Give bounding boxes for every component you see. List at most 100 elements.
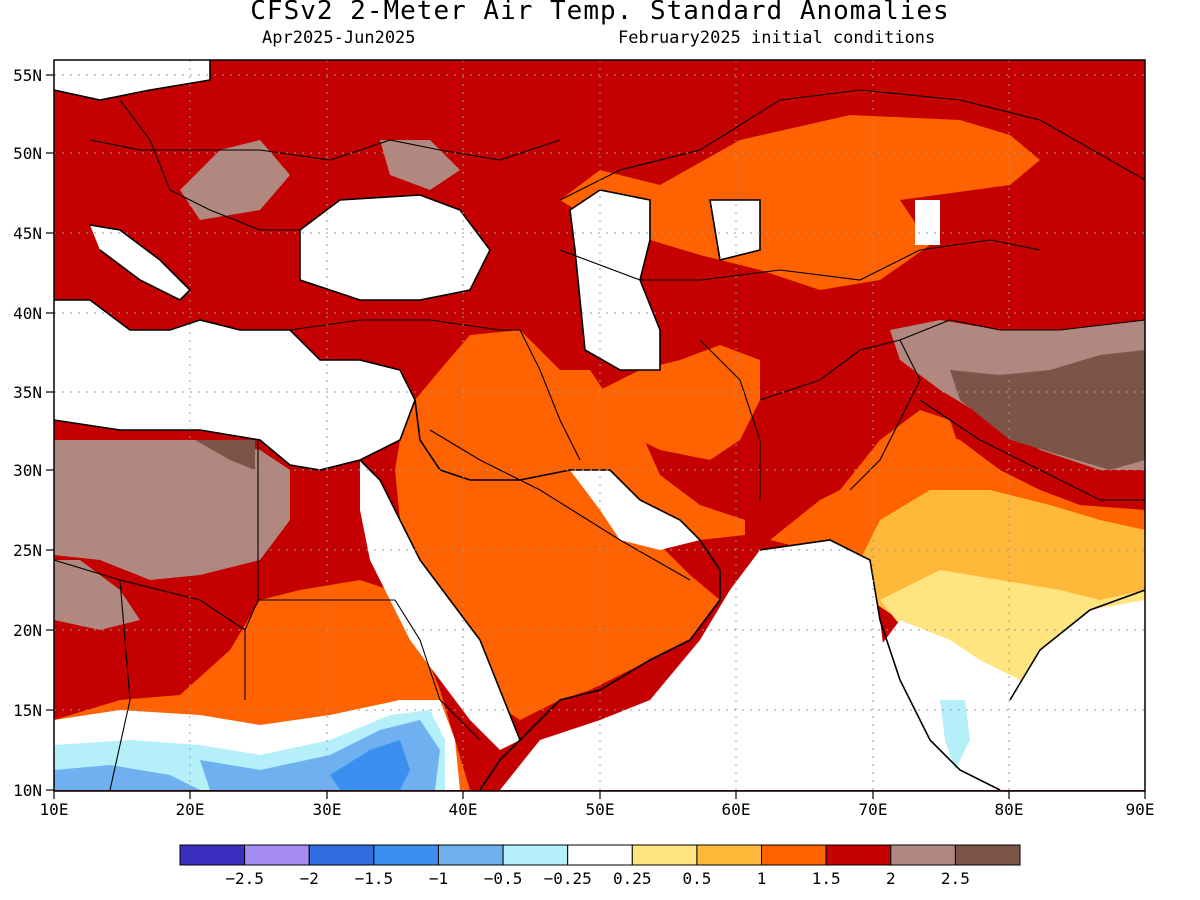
initial-conditions: February2025 initial conditions: [618, 28, 936, 48]
border-ethiopia: [394, 599, 481, 741]
y-tick-40N: 40N: [13, 304, 42, 323]
water-persian-gulf: [570, 470, 700, 550]
water-mediterranean: [54, 300, 415, 470]
map-title: CFSv2 2-Meter Air Temp. Standard Anomali…: [250, 0, 950, 26]
border-kazakh-south: [559, 239, 1041, 281]
color-bar-swatch: [631, 844, 698, 866]
color-bar-swatch: [954, 844, 1021, 866]
field-south-india-white: [860, 620, 1020, 790]
coast-india: [759, 539, 1145, 791]
x-tick-30E: 30E: [313, 800, 342, 819]
color-bar-label: 1.5: [812, 869, 841, 888]
color-bar-swatch: [502, 844, 569, 866]
water-aral: [710, 200, 760, 260]
gridlines: [54, 60, 1145, 790]
color-bar-swatch: [890, 844, 956, 866]
field-libya-brown: [195, 440, 255, 470]
color-bar-swatch: [696, 844, 763, 866]
color-bar-label: −0.5: [484, 869, 523, 888]
field-kazakhstan-orange: [560, 115, 1040, 290]
color-bar-swatch: [373, 844, 439, 866]
x-tick-40E: 40E: [449, 800, 478, 819]
color-bar-label: −0.25: [544, 869, 592, 888]
color-bar-swatch: [761, 844, 827, 866]
border-iraq-iran: [519, 329, 581, 461]
border-libya-egypt: [244, 440, 259, 700]
water-baltic: [54, 60, 210, 100]
x-tick-90E: 90E: [1126, 800, 1155, 819]
water-balkhash: [915, 200, 940, 245]
y-tick-15N: 15N: [13, 701, 42, 720]
border-europe-1: [89, 139, 561, 161]
color-bar-label: −1.5: [355, 869, 394, 888]
field-ethiopia-deep-blue: [330, 740, 410, 790]
x-tick-marks: [53, 791, 1146, 799]
coast-caspian: [569, 189, 661, 371]
water-adriatic: [90, 225, 190, 300]
y-tick-55N: 55N: [13, 66, 42, 85]
coast-arabia: [414, 399, 721, 741]
field-west-blue: [54, 765, 200, 790]
field-west-africa-taupe: [54, 560, 140, 630]
y-tick-labels: 10N 15N 20N 25N 30N 35N 40N 45N 50N 55N: [13, 66, 42, 800]
coast-africa: [479, 739, 521, 791]
y-tick-30N: 30N: [13, 461, 42, 480]
field-libya-taupe: [54, 440, 290, 580]
coastlines: [54, 60, 1145, 791]
water-arabian-sea: [500, 540, 900, 790]
color-bar-swatch: [244, 844, 310, 866]
x-tick-20E: 20E: [176, 800, 205, 819]
color-bar-label: 2: [886, 869, 896, 888]
y-tick-marks: [46, 74, 54, 791]
border-europe-2: [119, 99, 300, 231]
color-bar-swatch: [437, 844, 504, 866]
water-caspian: [570, 190, 660, 370]
coast-red-sea: [359, 459, 521, 741]
border-saudi: [429, 429, 691, 581]
border-chad: [54, 559, 246, 631]
y-tick-45N: 45N: [13, 224, 42, 243]
color-bar: −2.5 −2 −1.5 −1 −0.5 −0.25 0.25 0.5 1 1.5 2 2.5: [179, 844, 1021, 888]
field-pakistan-orange: [840, 410, 960, 510]
forecast-period: Apr2025-Jun2025: [262, 28, 416, 48]
y-tick-20N: 20N: [13, 621, 42, 640]
water-red-sea: [360, 460, 520, 750]
coast-adriatic: [89, 224, 192, 301]
y-tick-35N: 35N: [13, 383, 42, 402]
x-tick-70E: 70E: [859, 800, 888, 819]
border-russia-kazakh: [559, 89, 1145, 201]
color-bar-label: −2.5: [225, 869, 264, 888]
x-tick-labels: 10E 20E 30E 40E 50E 60E 70E 80E 90E: [40, 800, 1155, 819]
color-bar-label: 1: [757, 869, 767, 888]
field-south-india-cyan: [940, 700, 970, 770]
field-tibet-brown: [950, 350, 1145, 470]
color-bar-label: −1: [429, 869, 448, 888]
coast-baltic: [54, 60, 211, 101]
water-bay-bengal: [1000, 600, 1145, 790]
color-bar-swatch: [179, 844, 246, 866]
x-tick-80E: 80E: [995, 800, 1024, 819]
border-afghan-pak: [759, 339, 921, 491]
water-black-sea: [300, 195, 490, 300]
y-tick-25N: 25N: [13, 541, 42, 560]
field-ukraine-taupe: [180, 140, 290, 220]
y-tick-10N: 10N: [13, 781, 42, 800]
field-iran-orange: [600, 345, 760, 460]
coast-black-sea: [299, 194, 491, 301]
border-turkey: [289, 319, 520, 331]
color-bar-swatch: [567, 844, 633, 866]
x-tick-10E: 10E: [40, 800, 69, 819]
color-bar-label: −2: [300, 869, 319, 888]
x-tick-60E: 60E: [722, 800, 751, 819]
coast-aral: [709, 199, 761, 261]
field-arabia-orange: [395, 330, 745, 720]
coast-mediterranean: [54, 299, 416, 471]
color-bar-label: 2.5: [941, 869, 970, 888]
border-china: [899, 319, 1145, 341]
x-tick-50E: 50E: [586, 800, 615, 819]
border-niger: [109, 579, 131, 791]
color-bar-swatch: [308, 844, 375, 866]
color-bar-label: 0.25: [613, 869, 652, 888]
color-bar-label: 0.5: [682, 869, 711, 888]
